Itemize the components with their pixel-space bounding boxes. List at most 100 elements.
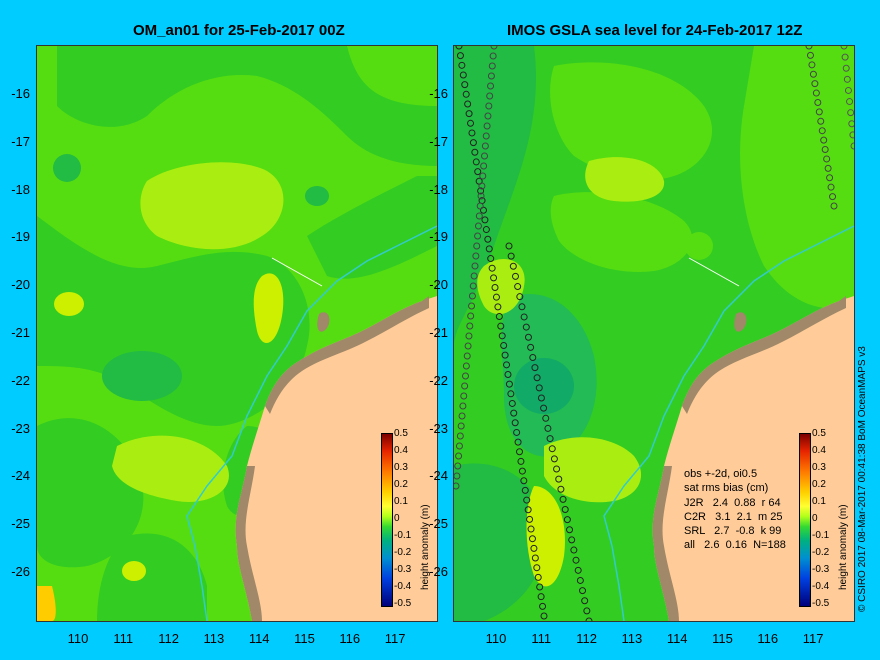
track-point (492, 293, 500, 301)
track-point (521, 486, 529, 494)
track-point (487, 82, 495, 90)
anomaly-region (454, 46, 536, 346)
track-point (537, 394, 545, 402)
track-point (516, 293, 524, 301)
colorbar-tick-label: 0.4 (394, 445, 408, 456)
track-point (581, 597, 589, 605)
left-colorbar-title: height anomaly (m) (420, 504, 431, 590)
anomaly-region (550, 62, 713, 180)
track-point (518, 303, 526, 311)
track-point (805, 46, 813, 50)
colorbar-tick-label: 0.5 (394, 428, 408, 439)
y-tick-label: -22 (429, 372, 448, 388)
track-point (553, 465, 561, 473)
x-tick-label: 111 (113, 631, 134, 646)
y-tick-label: -23 (11, 420, 30, 436)
credit-text: © CSIRO 2017 08-Mar-2017 00:41:38 BoM Oc… (857, 346, 868, 612)
track-point (468, 129, 476, 137)
track-point (455, 46, 463, 50)
shelf-contour (186, 225, 437, 621)
track-point (498, 332, 506, 340)
anomaly-region (253, 273, 284, 343)
track-point (474, 222, 482, 230)
left-map-panel (36, 45, 438, 622)
stats-row: SRL 2.7 -0.8 k 99 (684, 525, 782, 538)
track-point (459, 402, 467, 410)
track-point (482, 132, 490, 140)
x-tick-label: 114 (248, 631, 270, 646)
track-point (576, 576, 584, 584)
anomaly-region (477, 258, 525, 315)
track-point (472, 252, 480, 260)
transect-line (688, 257, 740, 287)
track-point (527, 525, 535, 533)
x-tick-label: 116 (757, 631, 779, 646)
track-point (500, 341, 508, 349)
track-point (487, 72, 495, 80)
y-tick-label: -20 (11, 277, 30, 293)
y-tick-label: -17 (429, 133, 448, 149)
y-tick-label: -22 (11, 372, 30, 388)
colorbar-tick-label: -0.4 (812, 581, 830, 592)
track-point (843, 75, 851, 83)
stats-row: all 2.6 0.16 N=188 (684, 539, 786, 552)
track-point (485, 102, 493, 110)
track-point (570, 546, 578, 554)
track-point (840, 46, 848, 50)
track-point (477, 187, 485, 195)
track-point (476, 202, 484, 210)
track-point (471, 148, 479, 156)
track-point (539, 602, 547, 610)
anomaly-region (37, 586, 56, 621)
track-point (513, 428, 521, 436)
y-tick-label: -18 (11, 181, 30, 197)
x-tick-label: 114 (666, 631, 688, 646)
coastline (235, 466, 262, 621)
track-point (820, 136, 828, 144)
colorbar-tick-label: 0.3 (812, 462, 826, 473)
track-point (563, 516, 571, 524)
colorbar-tick-label: 0.1 (394, 496, 408, 507)
track-point (842, 64, 850, 72)
colorbar-tick-label: -0.4 (394, 581, 412, 592)
track-point (481, 142, 489, 150)
track-point (814, 98, 822, 106)
anomaly-region (97, 533, 207, 621)
right-colorbar-title: height anomaly (m) (838, 504, 849, 590)
track-point (535, 384, 543, 392)
track-point (464, 342, 472, 350)
y-tick-label: -21 (11, 325, 30, 340)
anomaly-region (585, 157, 665, 202)
anomaly-region (307, 176, 437, 279)
track-point (508, 399, 516, 407)
track-point (524, 333, 532, 341)
track-point (484, 235, 492, 243)
colorbar-tick-label: 0 (394, 513, 400, 524)
x-tick-label: 117 (802, 631, 824, 646)
y-tick-label: -16 (429, 86, 448, 101)
track-point (811, 80, 819, 88)
track-point (572, 556, 580, 564)
track-point (491, 284, 499, 292)
colorbar-tick-label: 0.4 (812, 445, 826, 456)
track-point (474, 232, 482, 240)
track-point (555, 475, 563, 483)
colorbar-tick-label: 0.2 (812, 479, 826, 490)
track-point (466, 322, 474, 330)
right-map-svg (454, 46, 854, 621)
track-point (454, 472, 461, 480)
stats-line: sat rms bias (cm) (684, 482, 769, 495)
track-point (520, 313, 528, 321)
track-point (557, 485, 565, 493)
track-point (850, 142, 854, 150)
satellite-tracks (454, 46, 854, 621)
track-point (846, 98, 854, 106)
track-point (522, 323, 530, 331)
anomaly-region (454, 463, 546, 621)
track-point (542, 414, 550, 422)
y-tick-label: -25 (11, 516, 30, 532)
colorbar-tick-label: -0.2 (394, 547, 412, 558)
track-point (487, 255, 495, 263)
track-point (484, 112, 492, 120)
track-point (465, 110, 473, 118)
